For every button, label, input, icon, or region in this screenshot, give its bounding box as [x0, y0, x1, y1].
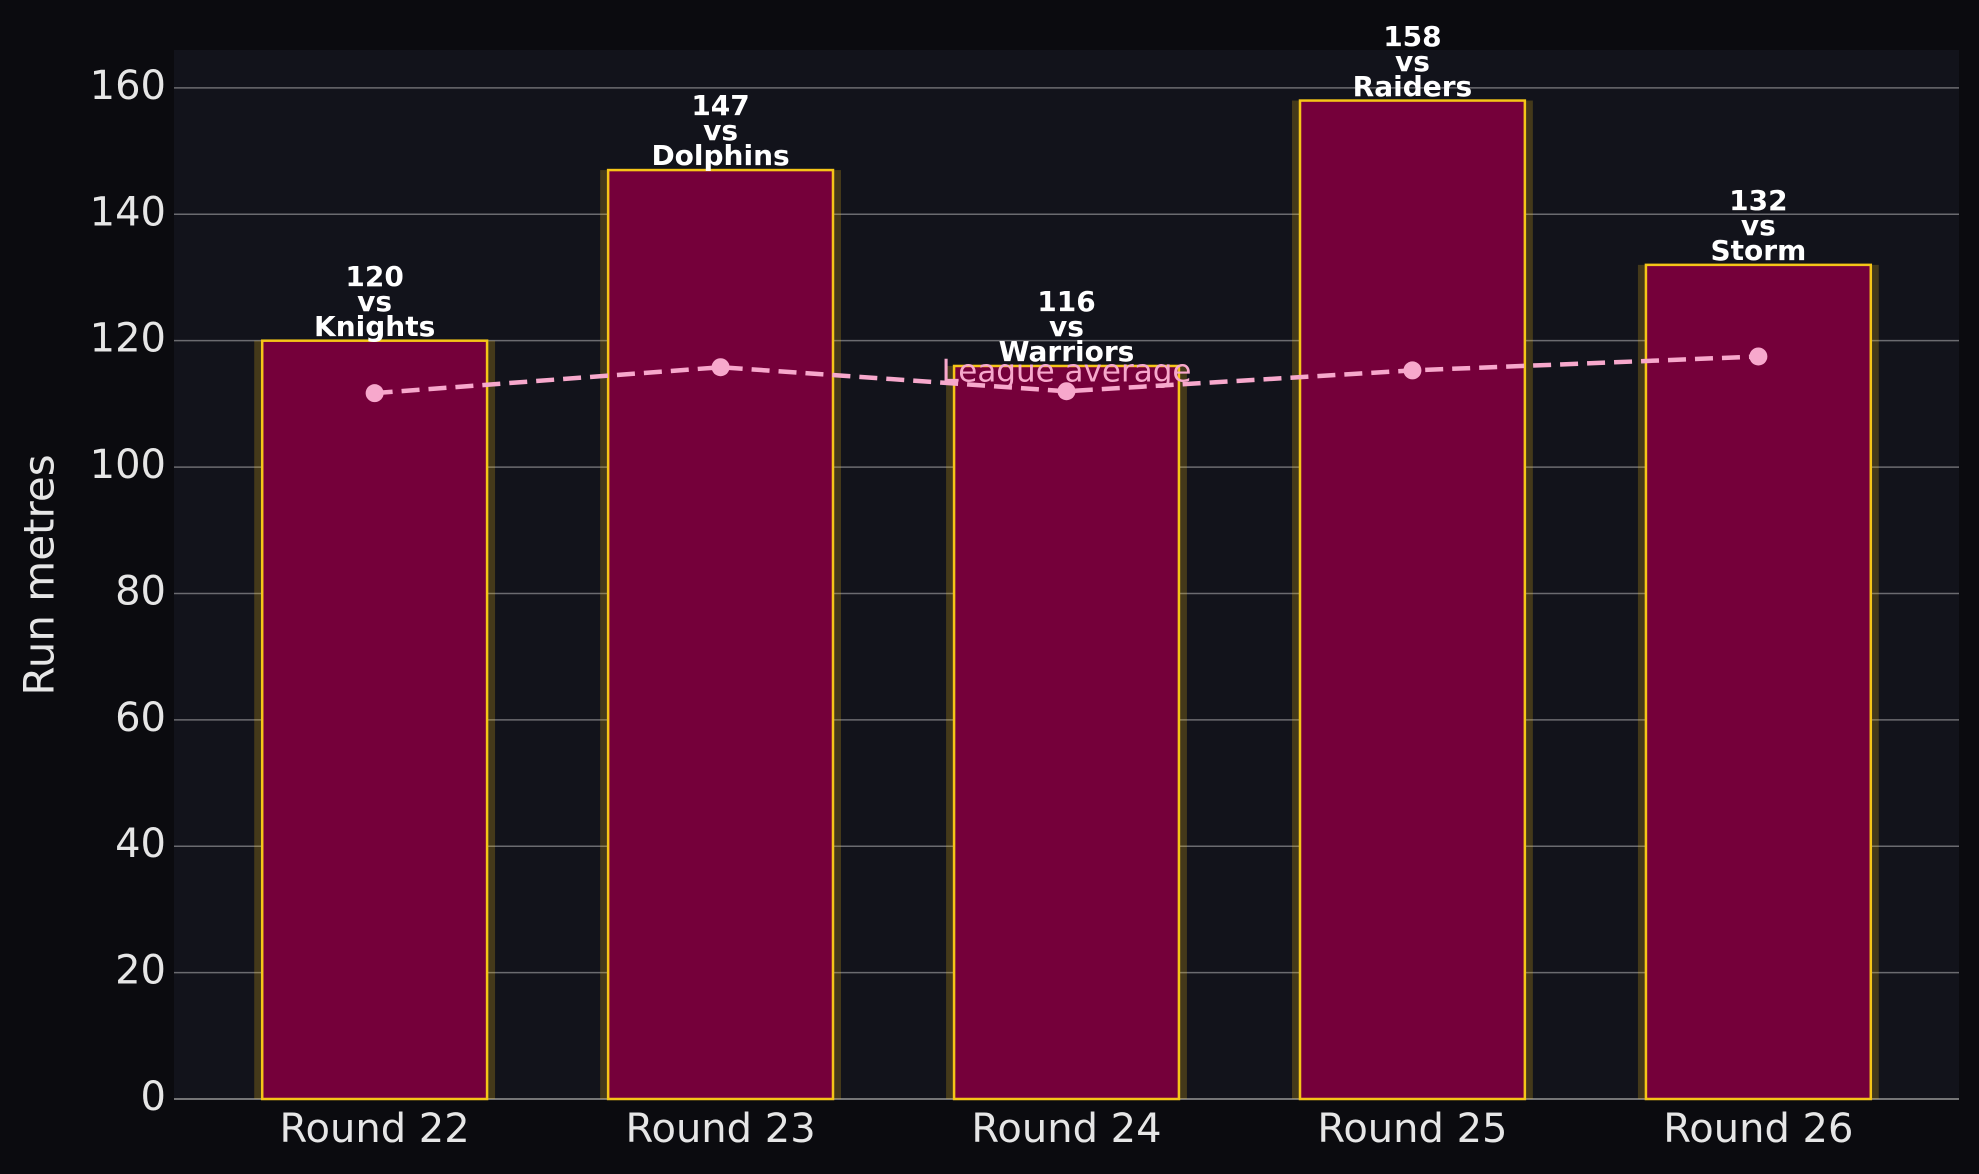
value-label: 120 vs Knights [313, 259, 436, 343]
average-label: League average [942, 354, 1192, 390]
x-tick-label: Round 24 [971, 1106, 1161, 1152]
value-label: 132 vs Storm [1710, 183, 1807, 267]
value-label: 147 vs Dolphins [651, 89, 790, 173]
value-label: 116 vs Warriors [998, 284, 1135, 368]
bar [1298, 99, 1527, 1101]
y-tick-label: 60 [115, 695, 166, 741]
bar [952, 364, 1181, 1101]
average-line [374, 354, 1759, 396]
x-tick-label: Round 23 [625, 1106, 815, 1152]
y-tick-label: 160 [90, 63, 166, 109]
y-tick-label: 140 [90, 189, 166, 235]
y-tick-label: 40 [115, 821, 166, 867]
bar [606, 168, 835, 1101]
average-point [365, 384, 384, 403]
y-tick-label: 100 [90, 442, 166, 488]
average-point [1403, 361, 1422, 380]
y-tick-label: 0 [141, 1074, 166, 1120]
y-tick-label: 20 [115, 948, 166, 994]
bar [1644, 263, 1873, 1101]
x-tick-label: Round 25 [1317, 1106, 1507, 1152]
average-point [1057, 382, 1076, 401]
average-point [711, 358, 730, 377]
x-tick-label: Round 22 [280, 1106, 470, 1152]
y-axis-label: Run metres [15, 454, 64, 695]
average-point [1749, 347, 1768, 366]
value-label: 158 vs Raiders [1352, 19, 1473, 103]
y-tick-label: 80 [115, 568, 166, 614]
bar [260, 339, 489, 1101]
x-tick-label: Round 26 [1663, 1106, 1853, 1152]
y-tick-label: 120 [90, 316, 166, 362]
